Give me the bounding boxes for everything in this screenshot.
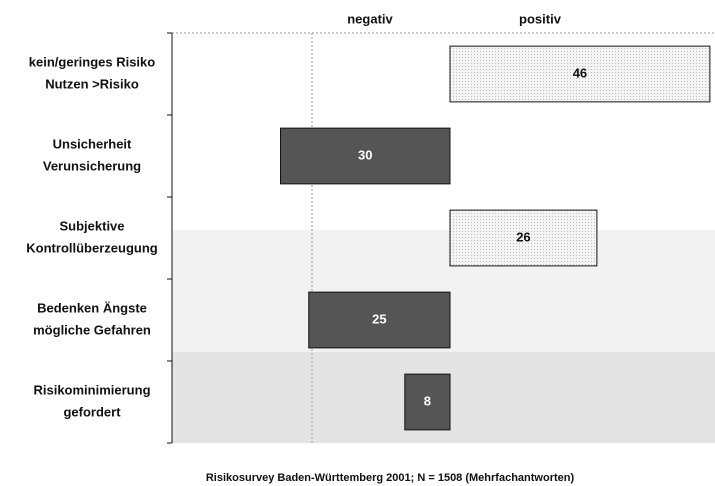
category-label: Verunsicherung	[43, 158, 141, 173]
bar	[280, 127, 451, 185]
data-label: 46	[573, 65, 587, 80]
data-label: 30	[358, 147, 372, 162]
category-label: Kontrollüberzeugung	[26, 240, 157, 255]
data-label: 8	[424, 393, 431, 408]
category-label: gefordert	[63, 404, 121, 419]
bar	[404, 373, 451, 431]
bar	[308, 291, 451, 349]
category-label: Bedenken Ängste	[37, 300, 147, 315]
data-label: 26	[516, 229, 530, 244]
footnote: Risikosurvey Baden-Württemberg 2001; N =…	[206, 472, 575, 484]
legend-label: negativ	[347, 11, 393, 26]
category-label: Risikominimierung	[33, 382, 150, 397]
bar	[449, 209, 598, 267]
category-label: Unsicherheit	[53, 136, 132, 151]
bar	[449, 45, 711, 103]
category-label: Subjektive	[59, 218, 124, 233]
legend-label: positiv	[519, 11, 562, 26]
category-label: kein/geringes Risiko	[29, 54, 155, 69]
category-label: mögliche Gefahren	[33, 322, 151, 337]
category-label: Nutzen >Risiko	[45, 76, 139, 91]
data-label: 25	[372, 311, 386, 326]
